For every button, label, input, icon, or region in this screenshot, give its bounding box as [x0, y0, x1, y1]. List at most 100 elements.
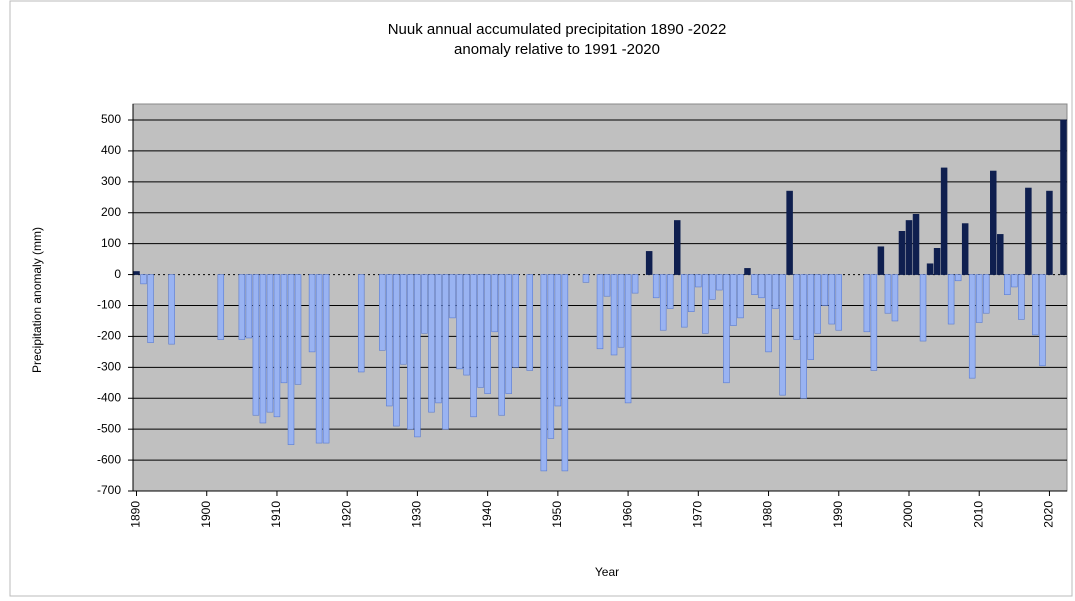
bar [435, 274, 442, 404]
y-tick-label: -500 [97, 421, 121, 435]
bar [470, 274, 477, 418]
bar [1032, 274, 1039, 336]
bar [603, 274, 611, 297]
bar [765, 274, 772, 353]
bar [814, 274, 821, 334]
bar [407, 274, 414, 430]
y-tick-label: 400 [101, 143, 121, 157]
bar [287, 274, 295, 445]
bar [912, 213, 920, 275]
bar [428, 274, 435, 413]
bar [624, 274, 632, 404]
bar [140, 274, 147, 285]
x-axis-title: Year [595, 565, 619, 579]
bar [266, 274, 274, 413]
y-tick-label: 500 [101, 112, 121, 126]
y-tick-label: -200 [97, 329, 121, 343]
bar [645, 251, 653, 275]
bar [554, 274, 562, 407]
bar [582, 274, 590, 283]
bar [540, 274, 548, 472]
bar [877, 246, 885, 275]
bar [315, 274, 323, 444]
bar [666, 274, 674, 309]
bar [1039, 274, 1046, 367]
bar [758, 274, 765, 299]
bar [526, 274, 534, 371]
bar [926, 263, 934, 275]
bar [393, 274, 400, 427]
bar [702, 274, 709, 334]
bar [491, 274, 498, 333]
bar [919, 274, 927, 342]
bar [891, 274, 899, 322]
x-tick-label: 2010 [971, 501, 985, 528]
bar [400, 274, 407, 365]
chart-title: Nuuk annual accumulated precipitation 18… [388, 21, 727, 38]
bar [821, 274, 828, 306]
y-axis-title: Precipitation anomaly (mm) [30, 227, 44, 373]
bar [786, 190, 793, 275]
bar [477, 274, 484, 388]
x-tick-label: 2000 [901, 501, 915, 528]
bar [990, 170, 997, 275]
bar [463, 274, 470, 376]
bar [982, 274, 990, 314]
bar [596, 274, 604, 350]
bar [779, 274, 786, 396]
bar [1004, 274, 1011, 295]
y-tick-label: -400 [97, 390, 121, 404]
bar [512, 274, 519, 368]
bar [793, 274, 800, 340]
bar [1025, 187, 1032, 275]
bar [828, 274, 835, 325]
x-tick-label: 1940 [480, 501, 494, 528]
x-tick-label: 1950 [550, 501, 564, 528]
bar [870, 274, 878, 371]
bar [947, 274, 955, 325]
y-tick-label: -600 [97, 452, 121, 466]
y-tick-label: 0 [114, 267, 121, 281]
bar [961, 223, 969, 275]
bar [863, 274, 871, 333]
x-tick-label: 2020 [1042, 501, 1056, 528]
bar [1060, 119, 1067, 275]
y-tick-label: -100 [97, 298, 121, 312]
y-tick-label: -700 [97, 483, 121, 497]
bar [898, 231, 906, 275]
bar [547, 274, 555, 439]
bar [751, 274, 758, 295]
x-tick-label: 1930 [410, 501, 424, 528]
bar [1011, 274, 1018, 288]
x-tick-label: 1890 [129, 501, 143, 528]
y-tick-label: 100 [101, 236, 121, 250]
bar [498, 274, 505, 416]
bar [631, 274, 639, 294]
bar [147, 274, 154, 343]
bar [386, 274, 393, 407]
bar [294, 274, 302, 385]
bar [737, 274, 744, 319]
bar [168, 274, 175, 345]
bar [688, 274, 695, 312]
bar [968, 274, 976, 379]
x-tick-label: 1970 [690, 501, 704, 528]
bar [723, 274, 730, 384]
bar [456, 274, 463, 370]
bar [617, 274, 625, 348]
bar [807, 274, 814, 360]
x-tick-label: 1900 [199, 501, 213, 528]
bar [681, 274, 688, 328]
bar [273, 274, 281, 418]
bar [610, 274, 618, 356]
bar [357, 274, 365, 373]
bar [308, 274, 316, 353]
y-tick-label: 200 [101, 205, 121, 219]
y-tick-label: 300 [101, 174, 121, 188]
bar [505, 274, 512, 394]
bar [659, 274, 667, 331]
bar [1018, 274, 1025, 320]
bar [133, 271, 140, 275]
bar [561, 274, 569, 472]
bar [997, 234, 1004, 275]
